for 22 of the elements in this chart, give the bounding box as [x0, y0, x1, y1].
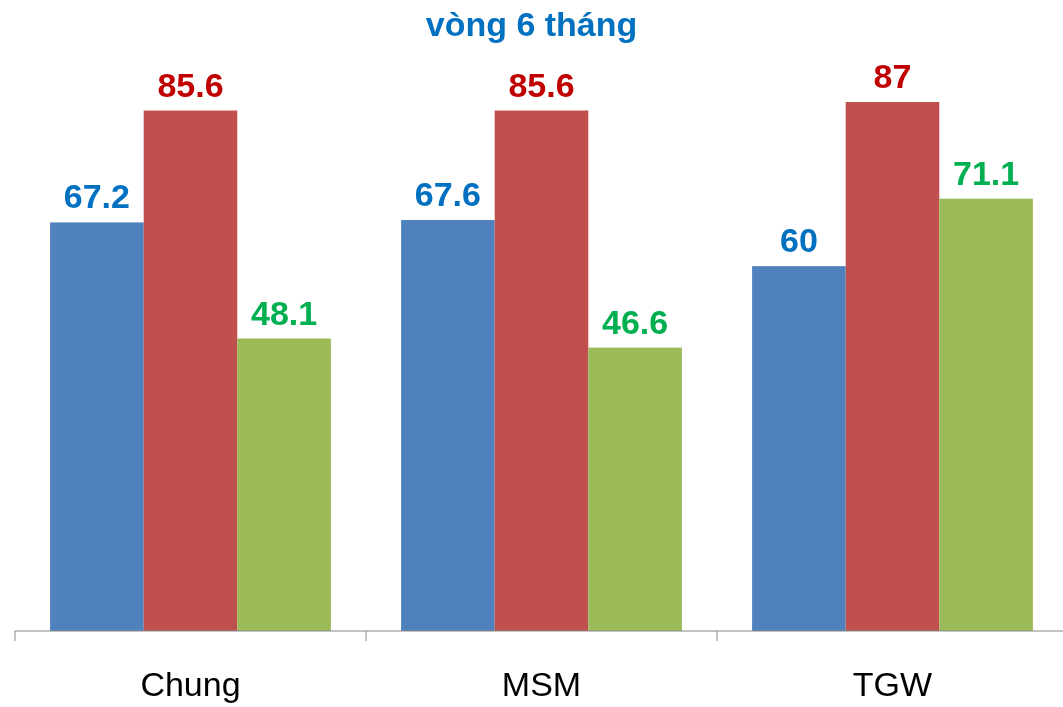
data-label: 87 — [873, 57, 912, 95]
data-label: 85.6 — [508, 65, 575, 104]
data-label: 60 — [779, 221, 818, 260]
x-tick-label: MSM — [501, 665, 582, 703]
x-tick-label: Chung — [140, 665, 241, 703]
bar — [588, 347, 682, 631]
chart-title: vòng 6 tháng — [425, 5, 638, 43]
bar — [494, 110, 589, 631]
bar — [752, 266, 846, 631]
data-label: 71.1 — [953, 153, 1020, 192]
bar — [939, 198, 1033, 631]
data-label: 67.6 — [414, 174, 481, 213]
data-label: 46.6 — [602, 302, 669, 341]
bar — [143, 110, 238, 631]
x-tick-label: TGW — [852, 665, 933, 703]
data-label: 85.6 — [157, 65, 224, 104]
bar — [401, 219, 495, 631]
bar — [237, 338, 331, 631]
bar — [50, 222, 144, 631]
data-label: 67.2 — [63, 177, 130, 216]
bar — [845, 102, 940, 631]
data-label: 48.1 — [251, 293, 318, 332]
